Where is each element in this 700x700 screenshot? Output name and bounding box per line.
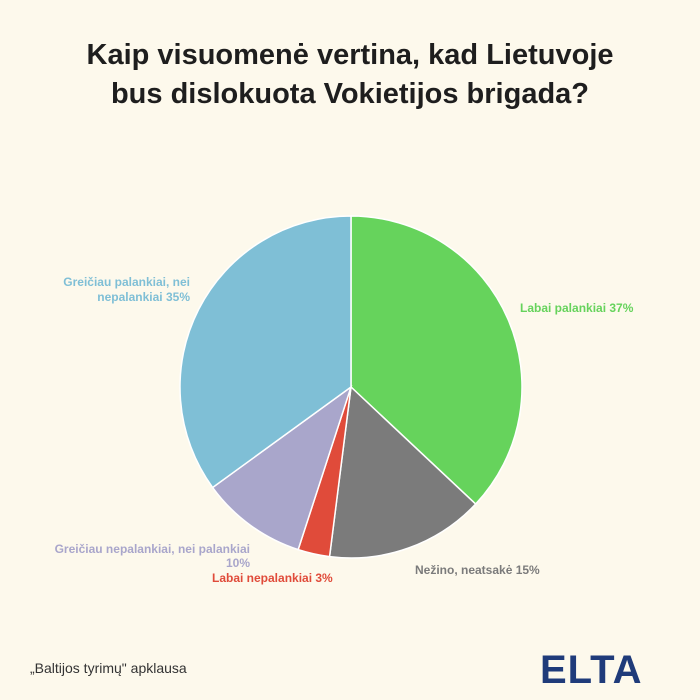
- slice-label: Labai nepalankiai 3%: [212, 571, 333, 585]
- pie-slice: [328, 385, 477, 559]
- chart-title: Kaip visuomenė vertina, kad Lietuvoje bu…: [86, 39, 614, 110]
- pie-slice: [179, 215, 352, 489]
- elta-logo-text: ELTA: [540, 650, 643, 690]
- pie-labels: Labai palankiai 37% Nežino, neatsakė 15% L…: [55, 275, 634, 585]
- pie-slice: [211, 385, 353, 551]
- slice-label: Labai palankiai 37%: [520, 301, 634, 315]
- elta-logo: ELTA: [540, 648, 670, 695]
- elta-logo-mark: ELTA: [540, 648, 643, 692]
- slice-label: Greičiau nepalankiai, nei palankiai 10%: [55, 542, 251, 570]
- pie-slice: [350, 215, 523, 506]
- source-note: „Baltijos tyrimų" apklausa: [30, 660, 187, 676]
- slice-label: Greičiau palankiai, nei nepalankiai 35%: [63, 275, 190, 304]
- pie-slices: [179, 215, 523, 559]
- slice-label: Nežino, neatsakė 15%: [415, 563, 540, 577]
